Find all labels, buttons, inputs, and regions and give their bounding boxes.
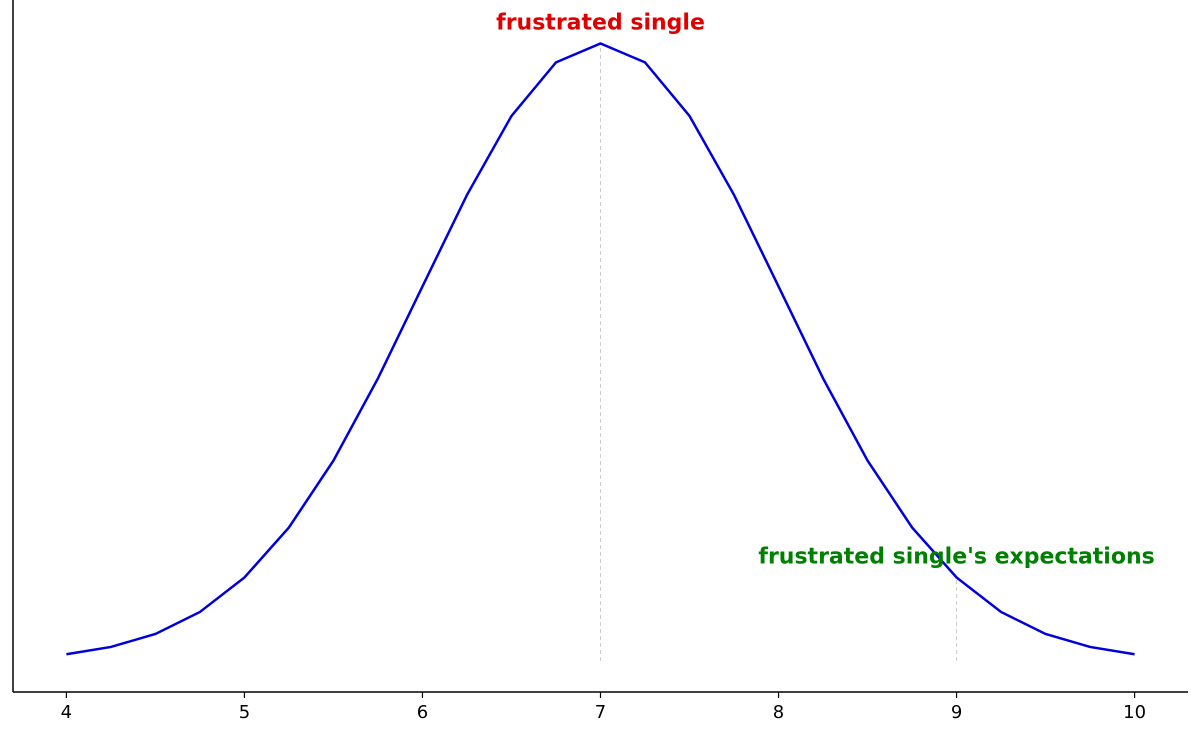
annotation: frustrated single xyxy=(496,11,705,36)
x-tick-label: 5 xyxy=(239,702,250,723)
x-tick-label: 6 xyxy=(417,702,428,723)
x-tick-label: 10 xyxy=(1123,702,1146,723)
x-tick-label: 4 xyxy=(61,702,72,723)
x-tick-label: 9 xyxy=(951,702,962,723)
x-tick-label: 7 xyxy=(595,702,606,723)
x-tick-label: 8 xyxy=(773,702,784,723)
annotation: frustrated single's expectations xyxy=(758,544,1154,569)
curve xyxy=(66,42,1135,656)
